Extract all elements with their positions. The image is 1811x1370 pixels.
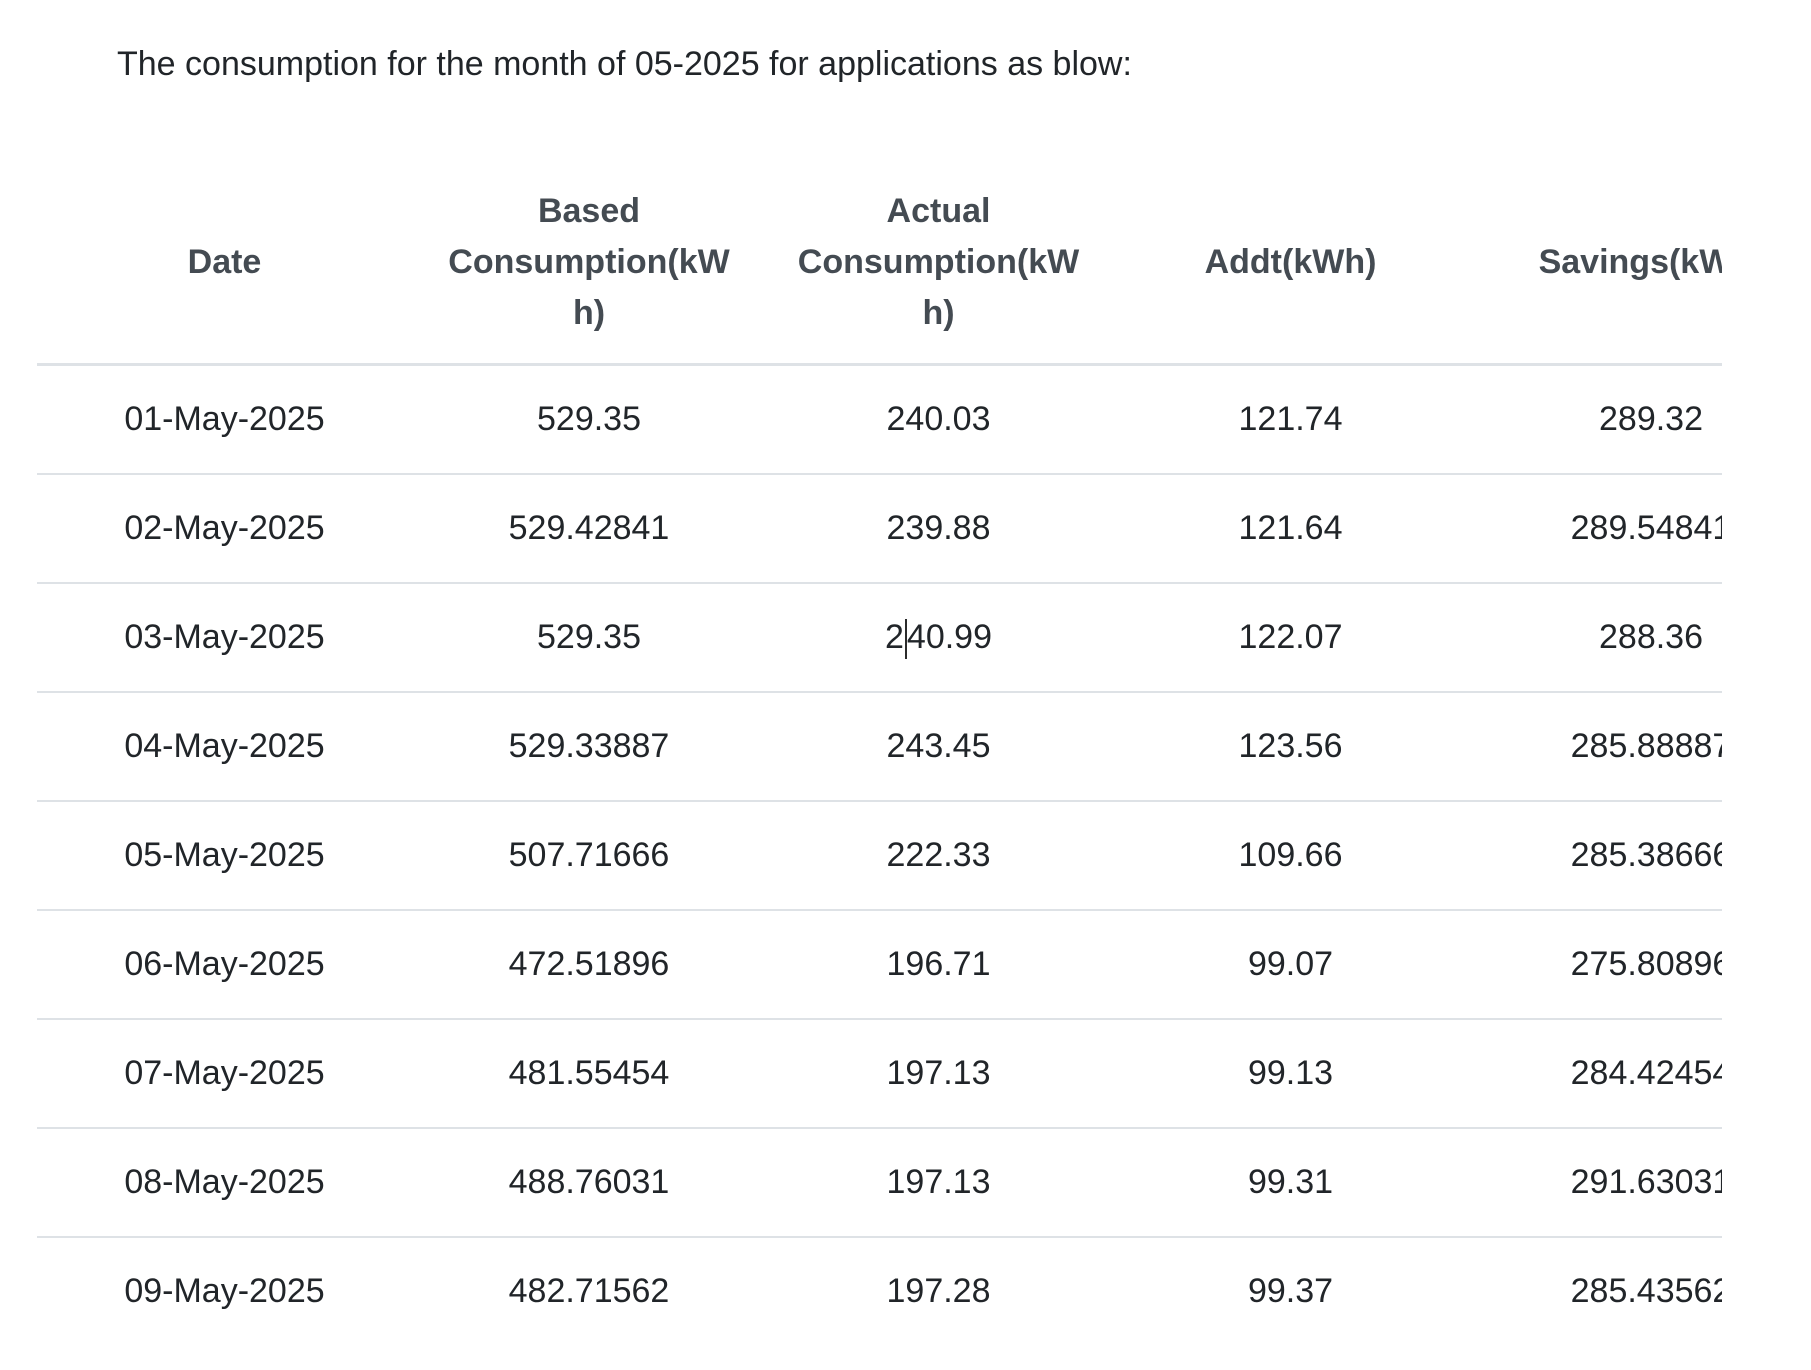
- table-cell[interactable]: 239.88: [766, 473, 1111, 583]
- table-cell[interactable]: 196.71: [766, 909, 1111, 1019]
- text-caret: [904, 619, 907, 660]
- table-cell[interactable]: 01-May-2025: [124, 400, 325, 438]
- table-row: 01-May-2025 529.35 240.03 121.74 289.32: [37, 365, 1722, 475]
- table-cell[interactable]: 122.07: [1111, 582, 1470, 692]
- table-cell[interactable]: 488.76031: [412, 1127, 766, 1237]
- col-header-actual-consumption: Actual Consumption(kWh): [766, 162, 1111, 366]
- table-cell[interactable]: 09-May-2025: [37, 1236, 412, 1345]
- table-row: 05-May-2025 507.71666 222.33 109.66 285.3866…: [37, 800, 1722, 910]
- table-row: 03-May-2025 529.35 240.99 122.07 288.36: [37, 582, 1722, 692]
- table-cell[interactable]: 06-May-2025: [37, 909, 412, 1019]
- table-cell[interactable]: 02-May-2025: [37, 473, 412, 583]
- table-cell[interactable]: 121.74: [1238, 400, 1343, 438]
- table-cell[interactable]: 04-May-2025: [37, 691, 412, 801]
- table-cell[interactable]: 291.63031: [1470, 1127, 1722, 1237]
- consumption-table: Date Based Consumption(kWh) Actual Consu…: [37, 162, 1722, 1345]
- cell-text-before-caret: 2: [884, 618, 904, 656]
- table-cell[interactable]: 529.35: [412, 582, 766, 692]
- table-cell[interactable]: 275.80896: [1470, 909, 1722, 1019]
- table-row: 02-May-2025 529.42841 239.88 121.64 289.5484…: [37, 473, 1722, 583]
- table-cell[interactable]: 197.13: [766, 1018, 1111, 1128]
- table-cell[interactable]: 285.43562: [1470, 1236, 1722, 1345]
- col-header-addt: Addt(kWh): [1111, 162, 1470, 366]
- table-cell[interactable]: 123.56: [1111, 691, 1470, 801]
- table-cell[interactable]: 222.33: [766, 800, 1111, 910]
- table-cell[interactable]: 99.13: [1111, 1018, 1470, 1128]
- cell-text-after-caret: 40.99: [906, 618, 992, 656]
- page-title: The consumption for the month of 05-2025…: [117, 45, 1132, 83]
- table-body: 01-May-2025 529.35 240.03 121.74 289.32 02-Ma…: [37, 365, 1722, 1345]
- table-row: 09-May-2025 482.71562 197.28 99.37 285.43562: [37, 1236, 1722, 1345]
- table-cell[interactable]: 08-May-2025: [37, 1127, 412, 1237]
- table-cell[interactable]: 240.03: [886, 400, 991, 438]
- table-cell[interactable]: 284.42454: [1470, 1018, 1722, 1128]
- table-cell[interactable]: 529.35: [537, 400, 641, 438]
- table-cell[interactable]: 03-May-2025: [37, 582, 412, 692]
- table-row: 06-May-2025 472.51896 196.71 99.07 275.80896: [37, 909, 1722, 1019]
- page: The consumption for the month of 05-2025…: [0, 44, 1811, 1345]
- table-cell[interactable]: 197.28: [766, 1236, 1111, 1345]
- table-cell[interactable]: 240.99: [766, 582, 1111, 692]
- table-row: 04-May-2025 529.33887 243.45 123.56 285.8888…: [37, 691, 1722, 801]
- table-row: 08-May-2025 488.76031 197.13 99.31 291.63031: [37, 1127, 1722, 1237]
- table-cell[interactable]: 285.88887: [1470, 691, 1722, 801]
- table-cell[interactable]: 99.07: [1111, 909, 1470, 1019]
- table-cell[interactable]: 288.36: [1470, 582, 1722, 692]
- table-cell[interactable]: 109.66: [1111, 800, 1470, 910]
- table-row: 07-May-2025 481.55454 197.13 99.13 284.42454: [37, 1018, 1722, 1128]
- consumption-table-wrapper: Date Based Consumption(kWh) Actual Consu…: [37, 162, 1722, 1345]
- header-row: Date Based Consumption(kWh) Actual Consu…: [37, 162, 1722, 366]
- table-cell[interactable]: 529.33887: [412, 691, 766, 801]
- table-cell[interactable]: 285.38666: [1470, 800, 1722, 910]
- table-cell[interactable]: 481.55454: [412, 1018, 766, 1128]
- col-header-date: Date: [37, 162, 412, 366]
- col-header-based-consumption: Based Consumption(kWh): [412, 162, 766, 366]
- table-cell[interactable]: 243.45: [766, 691, 1111, 801]
- col-header-savings: Savings(kWh): [1470, 162, 1722, 366]
- table-cell[interactable]: 529.42841: [412, 473, 766, 583]
- table-cell[interactable]: 05-May-2025: [37, 800, 412, 910]
- table-cell[interactable]: 289.54841: [1470, 473, 1722, 583]
- table-cell[interactable]: 99.37: [1111, 1236, 1470, 1345]
- table-cell[interactable]: 197.13: [766, 1127, 1111, 1237]
- table-cell[interactable]: 472.51896: [412, 909, 766, 1019]
- table-cell[interactable]: 121.64: [1111, 473, 1470, 583]
- table-cell[interactable]: 99.31: [1111, 1127, 1470, 1237]
- table-cell[interactable]: 289.32: [1599, 400, 1703, 438]
- table-cell[interactable]: 482.71562: [412, 1236, 766, 1345]
- table-cell[interactable]: 07-May-2025: [37, 1018, 412, 1128]
- table-cell[interactable]: 507.71666: [412, 800, 766, 910]
